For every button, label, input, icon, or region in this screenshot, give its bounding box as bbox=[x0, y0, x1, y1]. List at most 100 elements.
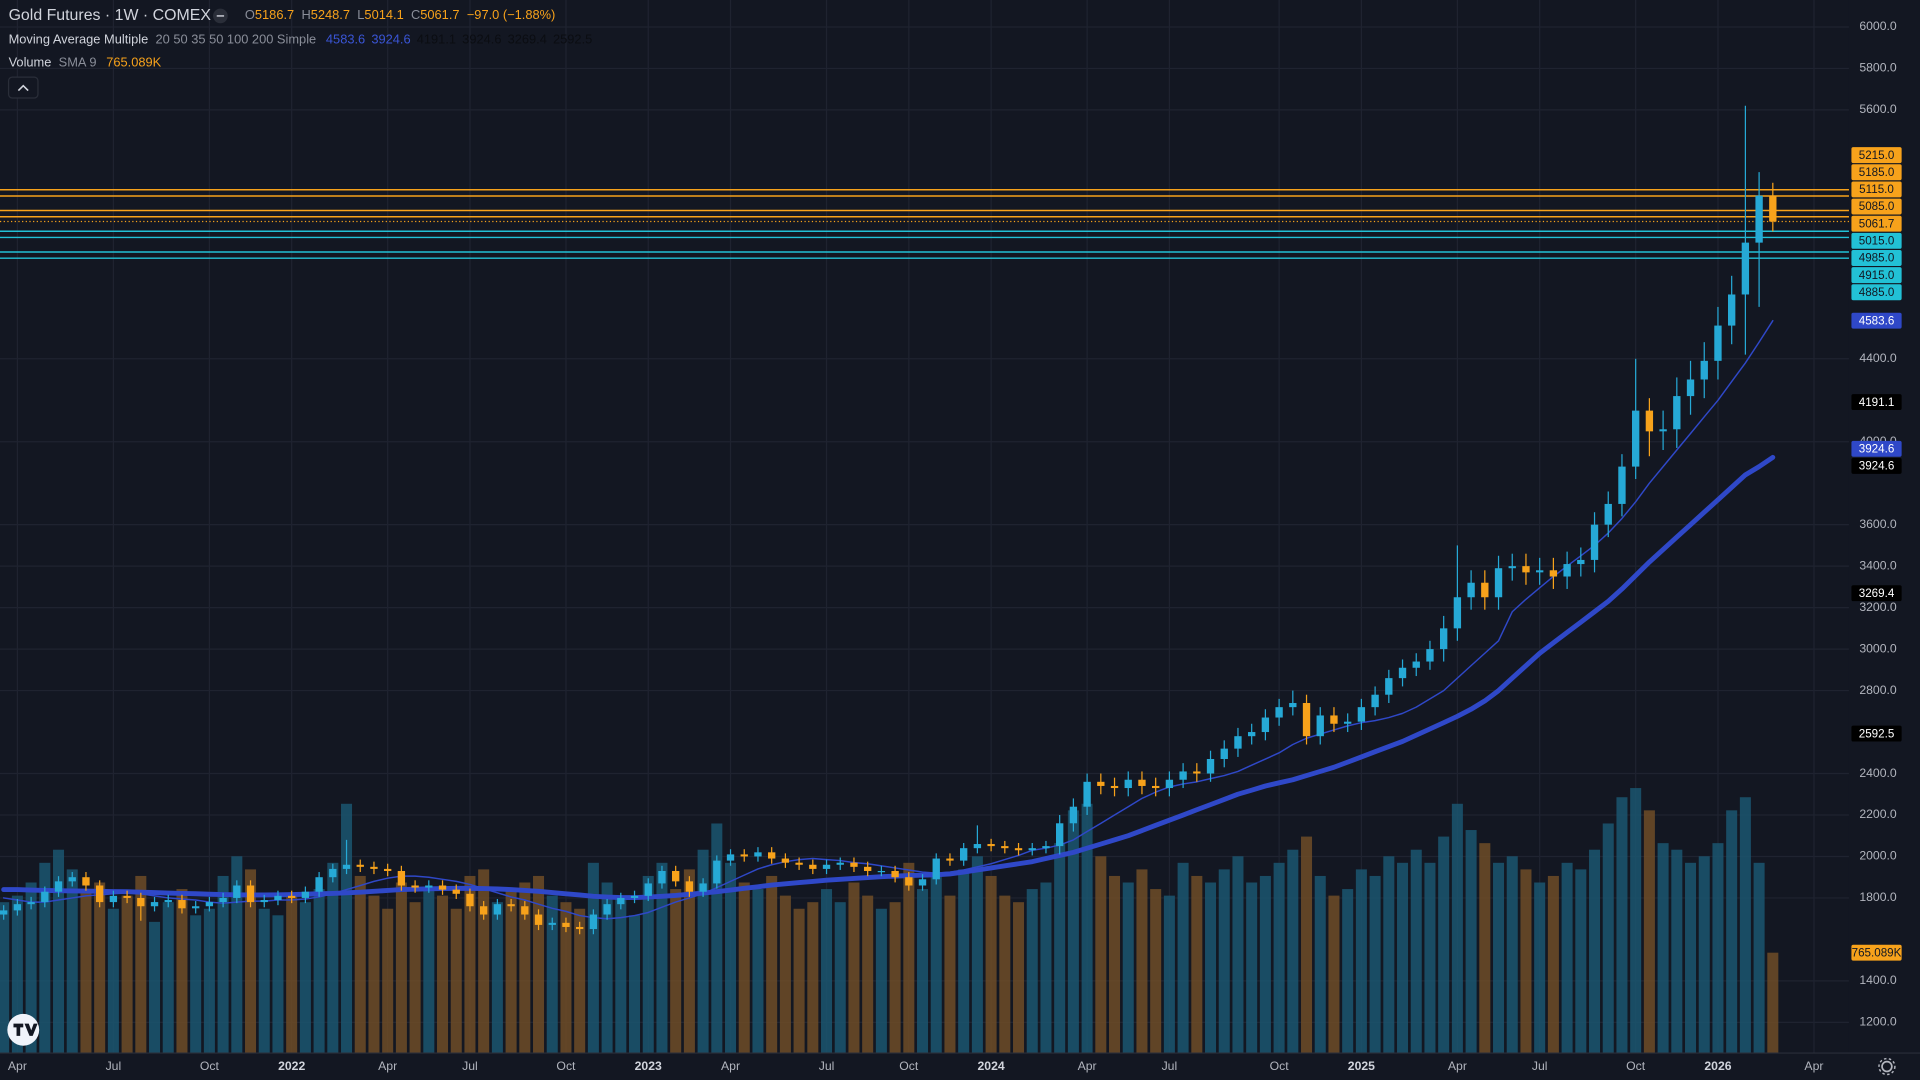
price-label: 3269.4 bbox=[1859, 587, 1895, 600]
volume-bar bbox=[903, 862, 915, 1054]
volume-bar bbox=[848, 882, 860, 1054]
candle-body bbox=[342, 864, 351, 869]
candle-body bbox=[1453, 597, 1462, 629]
candle-body bbox=[370, 866, 378, 869]
x-tick-label: Oct bbox=[200, 1059, 220, 1073]
x-tick-label: Apr bbox=[1804, 1059, 1823, 1073]
price-label-box bbox=[1851, 232, 1902, 249]
candle-body bbox=[1645, 410, 1654, 432]
ohlc-value: 5186.7 bbox=[255, 7, 294, 22]
candle-body bbox=[630, 895, 639, 898]
volume-bar bbox=[1561, 862, 1573, 1054]
candle-body bbox=[1344, 721, 1352, 724]
volume-bar bbox=[25, 882, 37, 1054]
volume-bar bbox=[519, 882, 531, 1054]
candle-body bbox=[438, 885, 447, 890]
volume-bar bbox=[1767, 952, 1779, 1054]
volume-bar bbox=[697, 849, 709, 1054]
ohlc: O5186.7 H5248.7 L5014.1 C5061.7 −97.0 (−… bbox=[245, 7, 555, 22]
volume-bar bbox=[752, 889, 764, 1054]
candle-body bbox=[795, 862, 803, 865]
candle-body bbox=[1371, 694, 1379, 708]
volume-bar bbox=[875, 908, 887, 1054]
volume-bar bbox=[1575, 869, 1587, 1054]
collapse-button[interactable] bbox=[7, 76, 39, 99]
candle-body bbox=[13, 904, 22, 911]
volume-bar bbox=[437, 895, 449, 1054]
candle-body bbox=[1728, 294, 1736, 326]
x-tick-label: 2022 bbox=[278, 1059, 305, 1073]
collapse-icon bbox=[17, 84, 29, 92]
x-tick-label: 2023 bbox=[635, 1059, 662, 1073]
tv-logo[interactable] bbox=[7, 1013, 40, 1046]
y-tick-label: 3000.0 bbox=[1859, 641, 1897, 655]
volume-bar bbox=[1218, 869, 1230, 1054]
candle-body bbox=[1275, 707, 1283, 718]
x-tick-label: Jul bbox=[106, 1059, 122, 1073]
axis-labels: 1200.0 1400.0 1800.0 2000.0 2200.0 2400.0 2800… bbox=[8, 19, 1897, 1073]
volume-bar bbox=[66, 869, 78, 1054]
candle-body bbox=[562, 922, 570, 927]
volume-bar bbox=[1753, 862, 1765, 1054]
candle-body bbox=[1467, 582, 1475, 598]
price-label: 4583.6 bbox=[1859, 314, 1895, 327]
price-label: 5115.0 bbox=[1859, 183, 1894, 196]
y-tick-label: 3200.0 bbox=[1859, 600, 1897, 614]
price-label-box bbox=[1851, 267, 1902, 284]
indicator-params: SMA 9 bbox=[59, 55, 97, 70]
volume-bar bbox=[971, 856, 983, 1054]
y-tick-label: 1200.0 bbox=[1859, 1015, 1897, 1029]
candle-body bbox=[246, 885, 255, 903]
volume-bar bbox=[107, 908, 119, 1054]
volume-bar bbox=[807, 902, 819, 1054]
settings-icon[interactable] bbox=[1881, 1060, 1893, 1073]
indicator-value: 3924.6 bbox=[462, 32, 501, 47]
volume-bar bbox=[1739, 797, 1751, 1054]
price-label: 3924.6 bbox=[1859, 442, 1895, 455]
volume-bar bbox=[1314, 875, 1326, 1054]
candle-body bbox=[768, 852, 776, 859]
volume-bar bbox=[368, 895, 380, 1054]
volume-bar bbox=[1191, 875, 1203, 1054]
volume-bar bbox=[1520, 869, 1532, 1054]
candle-body bbox=[946, 858, 954, 861]
indicator-legend[interactable]: Moving Average Multiple 20 50 35 50 100 … bbox=[9, 32, 593, 47]
price-label-box bbox=[1851, 284, 1902, 301]
settings[interactable] bbox=[1878, 1057, 1896, 1076]
volume-bar bbox=[834, 902, 846, 1054]
volume-bar bbox=[1355, 869, 1367, 1054]
candle-body bbox=[1426, 649, 1434, 662]
volume-bar bbox=[395, 882, 407, 1054]
candle-body bbox=[1001, 846, 1009, 849]
volume-bar bbox=[793, 908, 805, 1054]
price-label-box bbox=[1851, 250, 1902, 266]
y-tick-label: 2800.0 bbox=[1859, 683, 1897, 697]
candle-body bbox=[329, 868, 337, 878]
volume-bar bbox=[738, 882, 750, 1054]
volume-bar bbox=[1589, 849, 1601, 1054]
candle-body bbox=[480, 906, 488, 915]
y-tick-label: 2400.0 bbox=[1859, 766, 1897, 780]
candle-body bbox=[274, 895, 282, 901]
candle-body bbox=[1028, 848, 1036, 851]
candle-body bbox=[1165, 779, 1174, 789]
price-label-box bbox=[1851, 147, 1902, 164]
candle-body bbox=[356, 864, 364, 867]
volume-bar bbox=[272, 915, 284, 1054]
symbol-title[interactable]: Gold Futures · 1W · COMEX bbox=[9, 7, 212, 24]
volume-bar bbox=[1369, 875, 1381, 1054]
x-tick-label: Apr bbox=[1078, 1059, 1097, 1073]
candle-body bbox=[1357, 707, 1366, 722]
candle-body bbox=[1673, 396, 1681, 430]
volume-bar bbox=[341, 803, 353, 1054]
candle-body bbox=[1124, 779, 1132, 789]
volume-bar bbox=[1205, 882, 1217, 1054]
volume-bar bbox=[1109, 875, 1121, 1054]
ohlc-label: C bbox=[411, 7, 420, 22]
indicator-legend[interactable]: Volume SMA 9 765.089K bbox=[9, 55, 162, 70]
indicator-name: Volume bbox=[9, 55, 52, 70]
candle-body bbox=[1741, 242, 1750, 295]
candle-body bbox=[918, 879, 927, 886]
candle-body bbox=[1385, 678, 1393, 695]
volume-bar bbox=[1479, 843, 1491, 1054]
